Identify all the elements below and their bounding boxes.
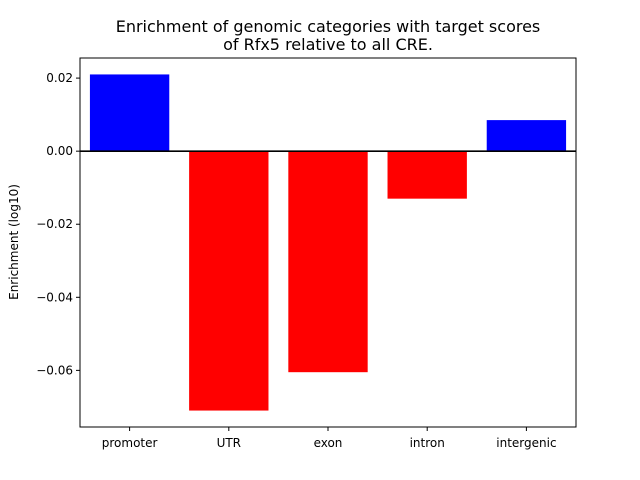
y-tick-label: −0.02 bbox=[36, 217, 73, 231]
chart-title-line-2: of Rfx5 relative to all CRE. bbox=[223, 35, 433, 54]
y-tick-label: −0.04 bbox=[36, 290, 73, 304]
plot-area-frame bbox=[79, 57, 577, 428]
x-ticks-group: promoter UTR exon intron intergenic bbox=[102, 427, 557, 450]
x-tick-label: UTR bbox=[217, 436, 241, 450]
y-ticks-group: 0.02 0.00 −0.02 −0.04 −0.06 bbox=[36, 71, 80, 377]
x-tick-label: intergenic bbox=[496, 436, 556, 450]
y-tick-label: 0.02 bbox=[46, 71, 73, 85]
y-tick-label: 0.00 bbox=[46, 144, 73, 158]
bar-exon bbox=[288, 151, 368, 373]
bar-promoter bbox=[89, 74, 170, 152]
x-tick-label: exon bbox=[314, 436, 343, 450]
bar-intron bbox=[387, 151, 467, 199]
bar-intergenic bbox=[486, 120, 567, 152]
y-tick-label: −0.06 bbox=[36, 363, 73, 377]
chart-title-line-1: Enrichment of genomic categories with ta… bbox=[116, 17, 541, 36]
bars-group bbox=[89, 74, 567, 411]
x-tick-label: promoter bbox=[102, 436, 158, 450]
y-axis-label: Enrichment (log10) bbox=[7, 184, 21, 300]
bar-UTR bbox=[189, 151, 269, 411]
x-tick-label: intron bbox=[410, 436, 445, 450]
